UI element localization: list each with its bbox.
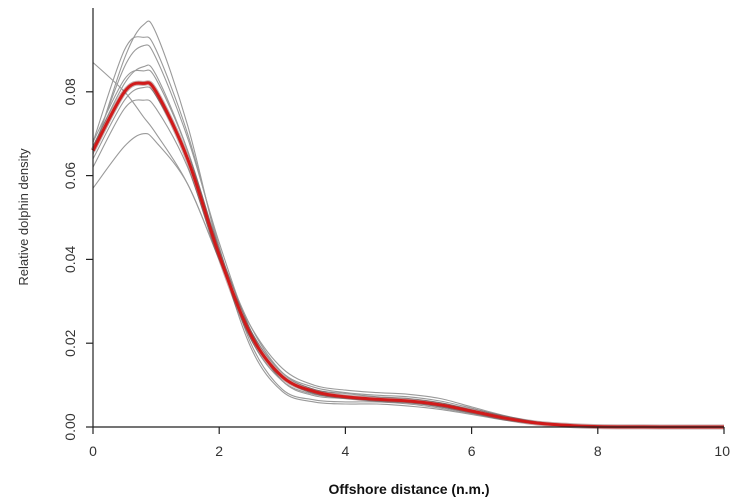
x-tick-label: 8 bbox=[594, 443, 602, 459]
sample-density-line-8 bbox=[92, 62, 724, 428]
x-tick-label: 10 bbox=[714, 443, 730, 459]
x-ticks: 0 2 4 6 8 10 bbox=[89, 427, 730, 459]
y-tick-label: 0.04 bbox=[62, 246, 78, 273]
y-tick-label: 0.02 bbox=[62, 329, 78, 356]
y-tick-label: 0.06 bbox=[62, 162, 78, 189]
sample-density-line-3 bbox=[92, 44, 724, 428]
x-axis-title: Offshore distance (n.m.) bbox=[328, 481, 489, 497]
y-ticks: 0.00 0.02 0.04 0.06 0.08 bbox=[62, 78, 93, 441]
sample-density-line-1 bbox=[92, 36, 724, 428]
x-tick-label: 2 bbox=[215, 443, 223, 459]
sample-density-line-6 bbox=[92, 99, 725, 428]
x-tick-label: 0 bbox=[89, 443, 97, 459]
mean-density-line bbox=[91, 81, 725, 429]
y-axis-title: Relative dolphin density bbox=[16, 148, 31, 286]
sample-density-line-5 bbox=[92, 64, 724, 428]
plot-lines bbox=[90, 20, 725, 430]
y-tick-label: 0.00 bbox=[62, 413, 78, 440]
sample-density-line-2 bbox=[92, 20, 724, 428]
x-tick-label: 4 bbox=[342, 443, 350, 459]
sample-density-line-7 bbox=[92, 132, 725, 428]
y-tick-label: 0.08 bbox=[62, 78, 78, 105]
x-tick-label: 6 bbox=[468, 443, 476, 459]
axes bbox=[92, 8, 724, 428]
